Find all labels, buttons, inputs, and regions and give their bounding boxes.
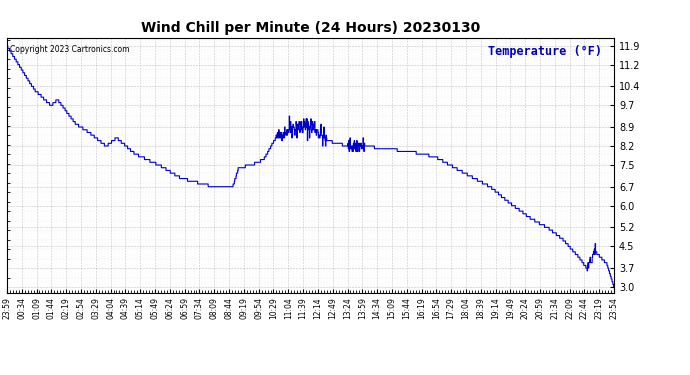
Text: Copyright 2023 Cartronics.com: Copyright 2023 Cartronics.com [10,45,130,54]
Text: Temperature (°F): Temperature (°F) [488,45,602,58]
Title: Wind Chill per Minute (24 Hours) 20230130: Wind Chill per Minute (24 Hours) 2023013… [141,21,480,35]
